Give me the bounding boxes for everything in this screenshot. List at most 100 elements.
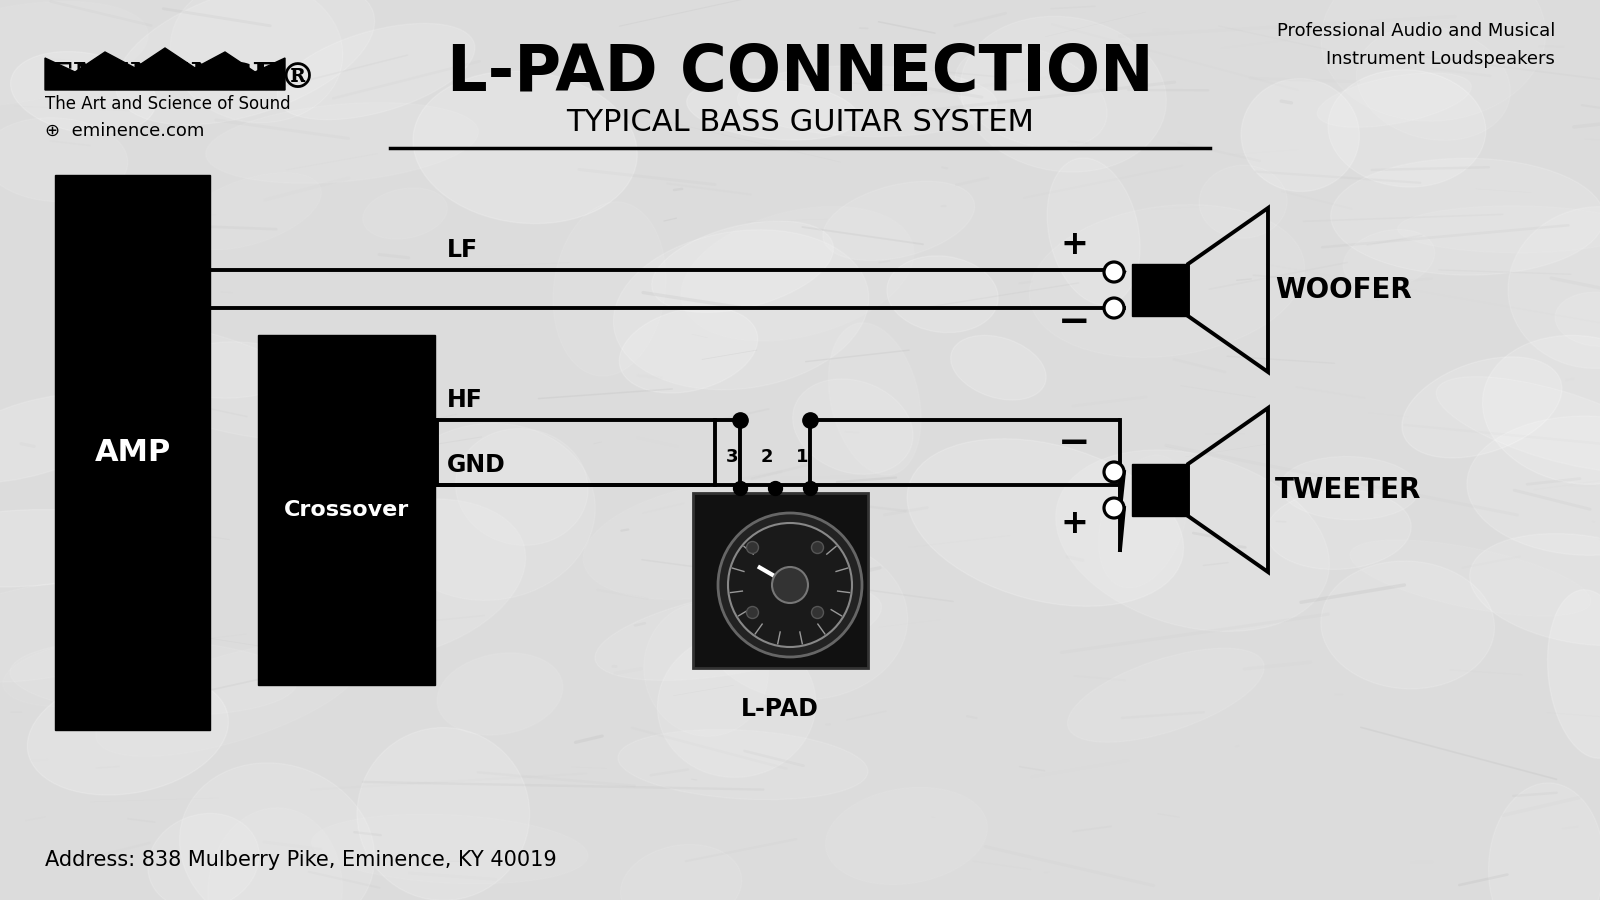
- Ellipse shape: [1344, 230, 1435, 289]
- Ellipse shape: [11, 51, 157, 134]
- Ellipse shape: [792, 379, 914, 474]
- Ellipse shape: [1509, 207, 1600, 368]
- Ellipse shape: [437, 652, 563, 735]
- Ellipse shape: [1242, 78, 1360, 192]
- Ellipse shape: [686, 79, 858, 140]
- Bar: [1133, 264, 1187, 316]
- Ellipse shape: [643, 602, 768, 736]
- Ellipse shape: [277, 23, 475, 120]
- Ellipse shape: [1555, 292, 1600, 346]
- Text: 2: 2: [760, 447, 773, 465]
- Ellipse shape: [1483, 336, 1600, 484]
- Text: EMINENCE®: EMINENCE®: [45, 60, 315, 94]
- Ellipse shape: [699, 538, 907, 700]
- Text: 3: 3: [726, 447, 738, 465]
- Ellipse shape: [3, 638, 181, 707]
- Ellipse shape: [582, 481, 842, 599]
- Text: 1: 1: [795, 447, 808, 465]
- Bar: [1133, 464, 1187, 516]
- Ellipse shape: [738, 66, 997, 137]
- Ellipse shape: [1198, 165, 1286, 238]
- Circle shape: [1104, 262, 1123, 282]
- Ellipse shape: [1402, 357, 1562, 458]
- Ellipse shape: [1331, 158, 1600, 275]
- Ellipse shape: [950, 336, 1046, 400]
- Ellipse shape: [413, 71, 637, 223]
- Ellipse shape: [822, 181, 974, 260]
- Circle shape: [1104, 298, 1123, 318]
- Ellipse shape: [206, 103, 478, 184]
- Ellipse shape: [1266, 490, 1411, 570]
- Ellipse shape: [69, 320, 346, 440]
- Text: +: +: [1061, 507, 1088, 540]
- Circle shape: [1104, 462, 1123, 482]
- Ellipse shape: [270, 499, 526, 661]
- Text: HF: HF: [446, 388, 483, 412]
- Ellipse shape: [456, 428, 589, 545]
- Text: Crossover: Crossover: [283, 500, 410, 520]
- Text: TWEETER: TWEETER: [1275, 476, 1421, 504]
- Bar: [54, 175, 210, 730]
- Text: +: +: [1061, 228, 1088, 261]
- Text: ⊕  eminence.com: ⊕ eminence.com: [45, 122, 205, 140]
- Ellipse shape: [955, 45, 1107, 148]
- Ellipse shape: [1322, 0, 1546, 122]
- Circle shape: [811, 542, 824, 554]
- Ellipse shape: [826, 788, 987, 885]
- Text: Address: 838 Mulberry Pike, Eminence, KY 40019: Address: 838 Mulberry Pike, Eminence, KY…: [45, 850, 557, 870]
- Ellipse shape: [0, 1, 149, 106]
- Ellipse shape: [907, 439, 1184, 607]
- Ellipse shape: [960, 16, 1166, 172]
- Ellipse shape: [0, 509, 158, 587]
- Ellipse shape: [651, 221, 834, 312]
- Ellipse shape: [363, 188, 448, 239]
- Text: L-PAD CONNECTION: L-PAD CONNECTION: [446, 42, 1154, 104]
- Bar: [258, 335, 435, 685]
- Ellipse shape: [147, 814, 259, 900]
- Ellipse shape: [312, 814, 587, 884]
- Circle shape: [1104, 498, 1123, 518]
- Text: WOOFER: WOOFER: [1275, 276, 1411, 304]
- Ellipse shape: [181, 173, 322, 249]
- Ellipse shape: [829, 323, 922, 475]
- Ellipse shape: [115, 0, 374, 125]
- Ellipse shape: [357, 727, 530, 900]
- Ellipse shape: [1470, 534, 1600, 645]
- Ellipse shape: [0, 118, 128, 202]
- Ellipse shape: [179, 763, 374, 900]
- Ellipse shape: [96, 642, 362, 756]
- Circle shape: [728, 523, 851, 647]
- Text: TYPICAL BASS GUITAR SYSTEM: TYPICAL BASS GUITAR SYSTEM: [566, 108, 1034, 137]
- Ellipse shape: [1029, 204, 1304, 357]
- Ellipse shape: [658, 633, 816, 778]
- Bar: [693, 492, 867, 668]
- Text: Professional Audio and Musical
Instrument Loudspeakers: Professional Audio and Musical Instrumen…: [1277, 22, 1555, 68]
- Ellipse shape: [59, 626, 154, 726]
- Circle shape: [718, 513, 862, 657]
- Circle shape: [747, 607, 758, 618]
- Ellipse shape: [1488, 783, 1600, 900]
- Text: −: −: [1058, 424, 1090, 462]
- Ellipse shape: [208, 808, 342, 900]
- Text: The Art and Science of Sound: The Art and Science of Sound: [45, 95, 291, 113]
- Circle shape: [811, 607, 824, 618]
- Text: LF: LF: [446, 238, 478, 262]
- Ellipse shape: [1350, 540, 1590, 617]
- Ellipse shape: [1056, 450, 1330, 632]
- Ellipse shape: [1437, 376, 1600, 472]
- Ellipse shape: [1398, 206, 1600, 253]
- Ellipse shape: [618, 730, 867, 800]
- Ellipse shape: [1547, 590, 1600, 759]
- Ellipse shape: [170, 0, 342, 122]
- Ellipse shape: [619, 307, 758, 393]
- Ellipse shape: [0, 393, 126, 482]
- Ellipse shape: [162, 342, 298, 398]
- Circle shape: [771, 567, 808, 603]
- Ellipse shape: [682, 206, 914, 341]
- Text: AMP: AMP: [94, 438, 171, 467]
- Ellipse shape: [1046, 158, 1141, 305]
- Ellipse shape: [1099, 455, 1187, 588]
- Polygon shape: [45, 48, 285, 90]
- Ellipse shape: [382, 423, 595, 600]
- Ellipse shape: [1322, 561, 1494, 688]
